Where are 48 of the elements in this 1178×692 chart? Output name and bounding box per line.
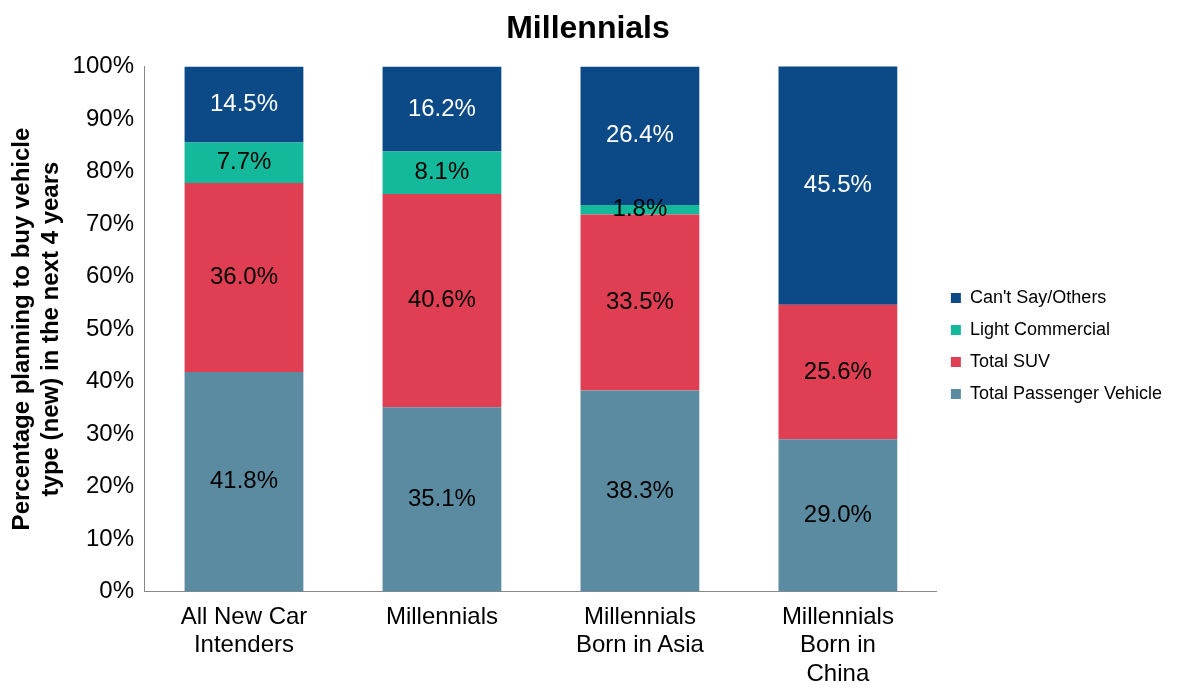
bar [184, 182, 304, 373]
data-label: 36.0% [209, 262, 278, 290]
y-tick-label: 10% [85, 523, 134, 551]
bar [184, 142, 304, 183]
data-label: 14.5% [209, 89, 278, 117]
data-label: 25.6% [803, 356, 872, 384]
bar [778, 439, 898, 592]
bar [184, 372, 304, 592]
chart-title: Millennials [506, 9, 670, 46]
y-tick-label: 90% [85, 103, 134, 131]
data-label: 29.0% [803, 500, 872, 528]
data-label: 38.3% [605, 475, 674, 503]
y-axis-title: Percentage planning to buy vehicle type (new) in the next 4 years [7, 127, 63, 531]
legend-label: Can't Say/Others [969, 286, 1107, 307]
x-tick-label: Millennials Born in China [781, 601, 894, 687]
y-tick-label: 0% [99, 576, 134, 604]
bar [184, 66, 304, 143]
x-tick-label: All New Car Intenders [180, 601, 308, 658]
legend-label: Light Commercial [969, 318, 1110, 339]
bar [580, 214, 700, 391]
data-label: 26.4% [605, 120, 674, 148]
data-label: 41.8% [209, 466, 278, 494]
data-label: 8.1% [414, 157, 470, 185]
bar [382, 194, 502, 408]
x-tick-label: Millennials [385, 601, 498, 629]
bar [580, 390, 700, 592]
bar [778, 66, 898, 305]
bar [382, 66, 502, 152]
data-label: 33.5% [605, 287, 674, 315]
x-tick-label: Millennials Born in Asia [575, 601, 705, 658]
y-tick-label: 70% [85, 208, 134, 236]
data-label: 40.6% [407, 285, 476, 313]
y-tick-label: 40% [85, 366, 134, 394]
legend-label: Total Passenger Vehicle [969, 382, 1162, 403]
data-label: 7.7% [216, 147, 272, 175]
y-tick-label: 80% [85, 156, 134, 184]
y-tick-label: 20% [85, 471, 134, 499]
data-label: 16.2% [407, 93, 476, 121]
data-label: 35.1% [407, 484, 476, 512]
y-tick-label: 50% [85, 313, 134, 341]
y-tick-label: 100% [72, 51, 134, 79]
y-tick-label: 30% [85, 418, 134, 446]
bar [382, 407, 502, 592]
legend-label: Total SUV [969, 350, 1050, 371]
bar [778, 304, 898, 440]
y-tick-label: 60% [85, 261, 134, 289]
bar [382, 151, 502, 195]
data-label: 45.5% [803, 169, 872, 197]
